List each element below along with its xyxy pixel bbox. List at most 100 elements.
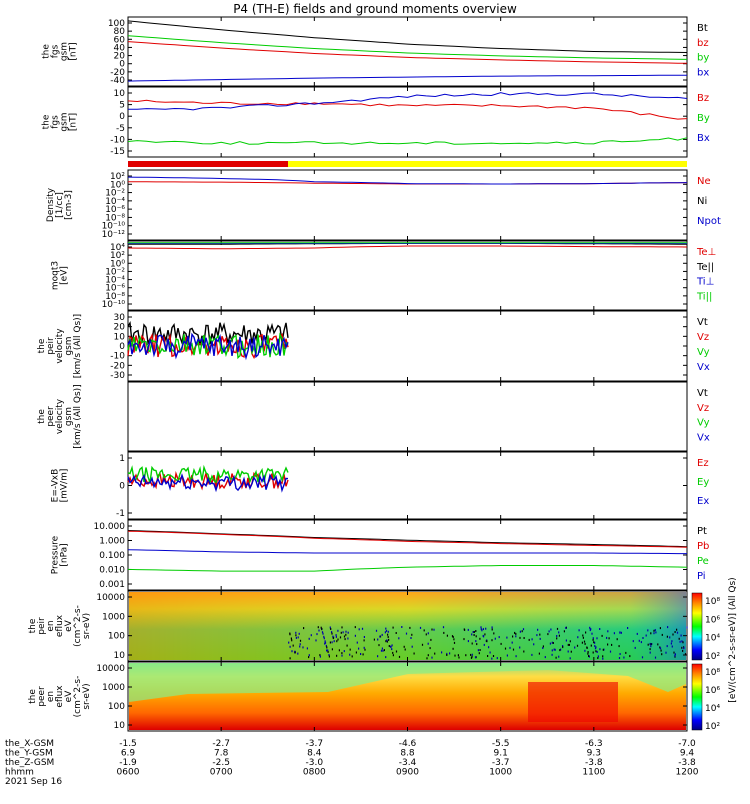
ion-noise-pixel xyxy=(570,650,572,653)
plot-title: P4 (TH-E) fields and ground moments over… xyxy=(233,2,517,16)
ion-noise-pixel xyxy=(343,650,345,653)
ion-noise-pixel xyxy=(647,643,649,646)
ion-noise-pixel xyxy=(295,636,297,639)
ion-noise-pixel xyxy=(576,644,579,647)
ion-noise-pixel xyxy=(670,642,672,645)
ion-noise-pixel xyxy=(299,639,302,642)
legend-Npot: Npot xyxy=(697,216,721,227)
ion-noise-pixel xyxy=(427,654,429,657)
ion-noise-pixel xyxy=(323,635,325,638)
x-row-value: -6.3 xyxy=(585,739,603,749)
x-row-value: -2.7 xyxy=(212,739,230,749)
ion-noise-pixel xyxy=(487,655,489,657)
ion-noise-pixel xyxy=(297,636,299,639)
ion-noise-pixel xyxy=(471,653,473,656)
x-row-value: -7.0 xyxy=(678,739,696,749)
y-tick-label: 10 xyxy=(114,651,126,661)
ion-noise-pixel xyxy=(409,626,411,629)
colorbar-tick: 10⁶ xyxy=(705,686,720,696)
y-tick-label: -40 xyxy=(110,76,125,86)
ion-noise-pixel xyxy=(325,644,327,647)
x-row-value: 0700 xyxy=(210,768,233,778)
ion-noise-pixel xyxy=(330,628,332,630)
series-by xyxy=(127,35,688,60)
y-tick-label: 0.100 xyxy=(99,551,125,561)
ion-noise-pixel xyxy=(650,645,652,648)
ion-noise-pixel xyxy=(594,647,597,650)
ion-noise-pixel xyxy=(686,626,688,629)
ion-noise-pixel xyxy=(419,626,422,629)
ion-noise-pixel xyxy=(471,633,473,636)
ion-noise-pixel xyxy=(339,636,342,639)
y-axis-label: gsm xyxy=(60,42,70,61)
ion-noise-pixel xyxy=(347,631,349,634)
ion-noise-pixel xyxy=(410,637,412,639)
ion-noise-pixel xyxy=(602,657,604,660)
ion-noise-pixel xyxy=(385,656,387,659)
panel-frame xyxy=(127,519,688,591)
ion-noise-pixel xyxy=(649,651,651,654)
ion-noise-pixel xyxy=(470,656,473,659)
ion-noise-pixel xyxy=(360,653,362,655)
legend-by: by xyxy=(697,53,709,64)
ion-noise-pixel xyxy=(523,637,525,639)
y-axis-label: [nT] xyxy=(69,42,79,60)
y-axis-label: the xyxy=(28,618,38,633)
legend-Pb: Pb xyxy=(697,541,709,552)
y-tick-label: -20 xyxy=(110,68,125,78)
x-row-value: -5.5 xyxy=(492,739,510,749)
y-tick-label: 0.010 xyxy=(99,566,125,576)
y-tick-label: 10⁻⁶ xyxy=(105,205,125,215)
ion-noise-pixel xyxy=(588,655,590,657)
colorbar-tick: 10² xyxy=(705,722,720,732)
y-tick-label: 10⁻² xyxy=(105,189,125,199)
y-axis-label: (cm^2-s- xyxy=(73,605,83,647)
ion-noise-pixel xyxy=(343,635,346,638)
ion-noise-pixel xyxy=(597,657,599,659)
ion-noise-pixel xyxy=(519,630,521,633)
ion-noise-pixel xyxy=(666,645,668,648)
ion-noise-pixel xyxy=(297,652,299,655)
ion-noise-pixel xyxy=(378,644,380,647)
ion-noise-pixel xyxy=(581,641,583,644)
legend-Vx: Vx xyxy=(697,362,710,373)
ion-noise-pixel xyxy=(354,626,356,629)
ion-noise-pixel xyxy=(593,641,595,644)
colorbar-tick: 10⁸ xyxy=(705,597,720,607)
y-axis-label: peir xyxy=(46,337,56,355)
ion-noise-pixel xyxy=(565,626,567,629)
y-axis-label: eV xyxy=(64,619,74,632)
y-tick-label: -10 xyxy=(110,135,125,145)
ion-noise-pixel xyxy=(578,629,580,632)
ion-noise-pixel xyxy=(634,646,636,649)
y-tick-label: 10 xyxy=(114,89,126,99)
ion-noise-pixel xyxy=(427,632,429,635)
ion-noise-pixel xyxy=(454,654,456,657)
ion-noise-pixel xyxy=(306,647,308,650)
y-tick-label: 10⁻² xyxy=(105,267,125,277)
series-Vt xyxy=(127,321,289,347)
ion-noise-pixel xyxy=(678,637,680,640)
x-row-value: 1100 xyxy=(582,768,605,778)
ion-noise-pixel xyxy=(480,628,482,631)
ion-noise-pixel xyxy=(388,645,390,647)
ion-noise-pixel xyxy=(684,653,687,656)
panel-frame xyxy=(127,451,688,520)
y-tick-label: 10⁻⁸ xyxy=(105,213,125,223)
legend-Te||: Te|| xyxy=(696,262,714,273)
ion-noise-pixel xyxy=(606,636,608,639)
ion-noise-pixel xyxy=(627,627,629,629)
ion-noise-pixel xyxy=(594,645,596,647)
ion-noise-pixel xyxy=(493,632,495,635)
y-tick-label: -15 xyxy=(110,147,125,157)
ion-noise-pixel xyxy=(320,626,322,629)
ion-noise-pixel xyxy=(609,650,612,653)
y-axis-label: peer xyxy=(37,686,47,707)
x-row-value: -3.7 xyxy=(492,758,510,768)
x-row-value: -2.5 xyxy=(212,758,230,768)
ion-noise-pixel xyxy=(674,631,676,633)
ion-noise-pixel xyxy=(619,631,621,634)
series-bz xyxy=(127,41,688,64)
ion-noise-pixel xyxy=(383,649,385,652)
